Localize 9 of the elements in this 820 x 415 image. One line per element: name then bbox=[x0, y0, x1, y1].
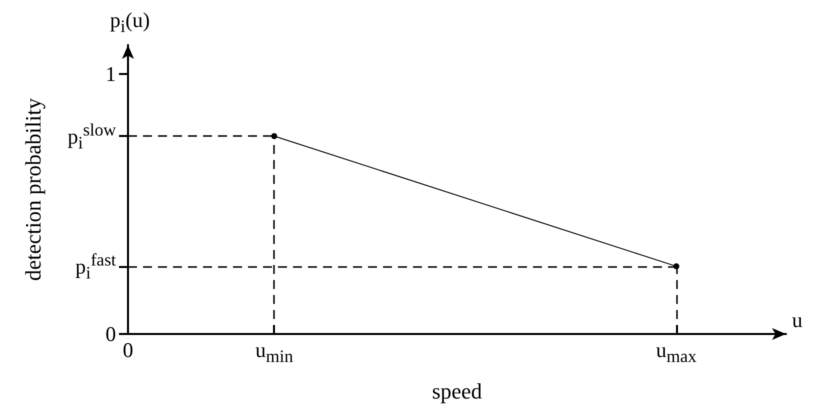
y-tick-label: 0 bbox=[106, 322, 116, 346]
text: p$_{i}$(u) bbox=[110, 8, 150, 38]
y-tick-label: 1 bbox=[106, 62, 116, 86]
x-tick-label: u$_{min}$ bbox=[255, 338, 294, 368]
y-axis-title: detection probability bbox=[20, 98, 46, 281]
x-tick-label: u$_{max}$ bbox=[656, 338, 697, 368]
text: u bbox=[792, 308, 802, 332]
x-tick-label: 0 bbox=[122, 338, 134, 362]
x-axis-title: speed bbox=[432, 378, 482, 404]
